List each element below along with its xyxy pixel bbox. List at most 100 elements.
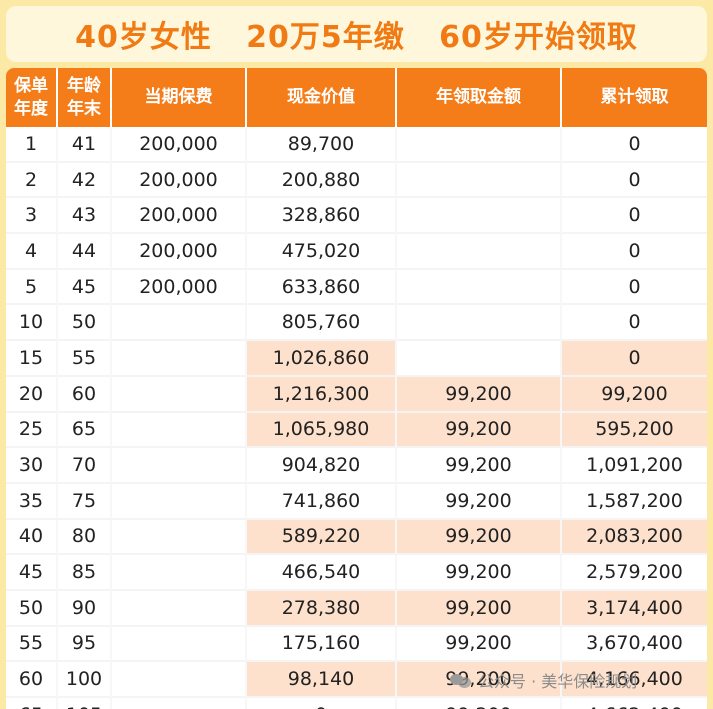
cell-policy-year: 20: [6, 376, 58, 413]
header-premium: 当期保费: [112, 68, 247, 127]
cell-premium: [112, 626, 247, 663]
cell-policy-year: 3: [6, 198, 58, 235]
table-row: 4 44 200,000 475,020 0: [6, 234, 707, 270]
cell-age: 43: [58, 198, 112, 235]
cell-policy-year: 45: [6, 555, 58, 591]
header-age-line2: 年末: [67, 98, 101, 119]
cell-cash-value: 1,026,860: [247, 341, 397, 377]
cell-age: 105: [58, 698, 112, 709]
cell-age: 70: [58, 448, 112, 484]
cell-cumulative-payout: 595,200: [562, 412, 707, 449]
cell-cash-value: 1,216,300: [247, 376, 397, 413]
cell-cash-value: 89,700: [247, 127, 397, 163]
cell-premium: [112, 698, 247, 709]
cell-annual-payout: 99,200: [397, 376, 562, 413]
header-policy-year-line2: 年度: [14, 98, 48, 119]
cell-annual-payout: [397, 127, 562, 163]
table-row: 50 90 278,380 99,200 3,174,400: [6, 590, 707, 627]
cell-cash-value: 278,380: [247, 590, 397, 627]
header-cash-value: 现金价值: [247, 68, 397, 127]
cell-cash-value: 175,160: [247, 626, 397, 663]
page-title: 40岁女性 20万5年缴 60岁开始领取: [75, 20, 638, 55]
cell-age: 95: [58, 626, 112, 663]
cell-age: 100: [58, 662, 112, 698]
cell-annual-payout: [397, 341, 562, 377]
policy-table: 保单 年度 年龄 年末 当期保费 现金价值 年领取金额 累计领取 1 41 200,…: [6, 68, 707, 709]
table-row: 5 45 200,000 633,860 0: [6, 269, 707, 306]
cell-cash-value: 0: [247, 698, 397, 709]
cell-age: 85: [58, 555, 112, 591]
cell-annual-payout: 99,200: [397, 626, 562, 663]
cell-cash-value: 200,880: [247, 162, 397, 199]
cell-cash-value: 741,860: [247, 483, 397, 520]
cell-cumulative-payout: 0: [562, 162, 707, 199]
cell-age: 42: [58, 162, 112, 199]
cell-premium: 200,000: [112, 234, 247, 270]
cell-cash-value: 633,860: [247, 269, 397, 306]
cell-cash-value: 328,860: [247, 198, 397, 235]
header-policy-year-line1: 保单: [14, 75, 48, 96]
watermark: 公众号 · 美华保险规划: [450, 668, 637, 692]
cell-annual-payout: 99,200: [397, 698, 562, 709]
table-row: 10 50 805,760 0: [6, 305, 707, 342]
table-row: 25 65 1,065,980 99,200 595,200: [6, 412, 707, 449]
table-row: 20 60 1,216,300 99,200 99,200: [6, 376, 707, 413]
cell-policy-year: 1: [6, 127, 58, 163]
cell-annual-payout: [397, 305, 562, 342]
cell-cumulative-payout: 0: [562, 127, 707, 163]
table-row: 35 75 741,860 99,200 1,587,200: [6, 483, 707, 520]
table-row: 1 41 200,000 89,700 0: [6, 127, 707, 163]
cell-cumulative-payout: 3,670,400: [562, 626, 707, 663]
table-row: 55 95 175,160 99,200 3,670,400: [6, 626, 707, 663]
cell-premium: 200,000: [112, 198, 247, 235]
cell-annual-payout: [397, 198, 562, 235]
cell-premium: [112, 555, 247, 591]
cell-cash-value: 589,220: [247, 519, 397, 556]
table-row: 2 42 200,000 200,880 0: [6, 162, 707, 199]
cell-premium: [112, 662, 247, 698]
cell-age: 55: [58, 341, 112, 377]
cell-policy-year: 35: [6, 483, 58, 520]
title-banner: 40岁女性 20万5年缴 60岁开始领取: [6, 6, 707, 62]
table-row: 30 70 904,820 99,200 1,091,200: [6, 448, 707, 484]
cell-premium: [112, 519, 247, 556]
cell-cumulative-payout: 0: [562, 234, 707, 270]
policy-table-container: 保单 年度 年龄 年末 当期保费 现金价值 年领取金额 累计领取 1 41 200,…: [6, 68, 707, 709]
cell-premium: 200,000: [112, 127, 247, 163]
cell-annual-payout: 99,200: [397, 519, 562, 556]
cell-annual-payout: [397, 269, 562, 306]
cell-policy-year: 65: [6, 698, 58, 709]
cell-age: 80: [58, 519, 112, 556]
cell-cumulative-payout: 1,587,200: [562, 483, 707, 520]
table-body: 1 41 200,000 89,700 0 2 42 200,000 200,880 0 3 43 20…: [6, 127, 707, 709]
cell-cumulative-payout: 99,200: [562, 376, 707, 413]
cell-policy-year: 25: [6, 412, 58, 449]
cell-annual-payout: [397, 234, 562, 270]
cell-policy-year: 5: [6, 269, 58, 306]
cell-cash-value: 805,760: [247, 305, 397, 342]
cell-policy-year: 40: [6, 519, 58, 556]
cell-premium: 200,000: [112, 269, 247, 306]
cell-cumulative-payout: 0: [562, 305, 707, 342]
cell-cumulative-payout: 3,174,400: [562, 590, 707, 627]
table-row: 3 43 200,000 328,860 0: [6, 198, 707, 235]
cell-annual-payout: 99,200: [397, 483, 562, 520]
cell-annual-payout: 99,200: [397, 448, 562, 484]
cell-policy-year: 4: [6, 234, 58, 270]
wechat-icon: [450, 672, 472, 688]
cell-cash-value: 98,140: [247, 662, 397, 698]
cell-premium: 200,000: [112, 162, 247, 199]
watermark-text: 公众号 · 美华保险规划: [478, 672, 638, 691]
cell-age: 90: [58, 590, 112, 627]
cell-annual-payout: 99,200: [397, 590, 562, 627]
cell-age: 50: [58, 305, 112, 342]
cell-premium: [112, 448, 247, 484]
cell-cumulative-payout: 0: [562, 341, 707, 377]
cell-premium: [112, 412, 247, 449]
table-row: 45 85 466,540 99,200 2,579,200: [6, 555, 707, 591]
cell-annual-payout: 99,200: [397, 412, 562, 449]
cell-cumulative-payout: 4,662,400: [562, 698, 707, 709]
cell-policy-year: 2: [6, 162, 58, 199]
cell-age: 65: [58, 412, 112, 449]
